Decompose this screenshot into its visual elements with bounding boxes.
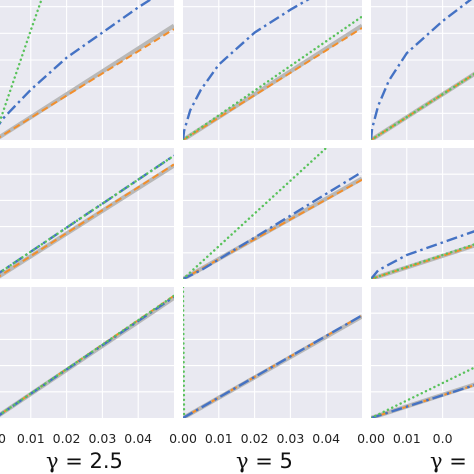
gridlines [371, 0, 474, 140]
orange-dashed-line [371, 73, 474, 140]
orange-dashed-line [0, 163, 174, 277]
gamma-value: = 1 [443, 449, 474, 473]
gamma-value: = 5 [249, 449, 293, 473]
blue-dashdot-line [371, 0, 473, 140]
x-tick-labels: 00 0.01 0.02 0.03 0.04 0.00 0.01 0.02 0.03 0.04 0.… [0, 431, 453, 446]
green-dotted-line [0, 0, 43, 125]
blue-dashdot-line [371, 230, 474, 279]
column-label-gamma-5: γ = 5 [236, 449, 293, 473]
series-group [183, 148, 362, 279]
column-label-gamma-1: γ = 1 [430, 449, 474, 473]
green-dotted-line [0, 294, 174, 417]
gamma-symbol: γ [430, 449, 443, 473]
series-group [371, 0, 474, 140]
orange-dashed-line [183, 178, 362, 279]
panel-background [183, 0, 362, 140]
blue-dashdot-line [183, 170, 362, 279]
series-group [0, 294, 174, 418]
gridlines [371, 148, 474, 279]
blue-dashdot-line [0, 0, 153, 126]
panel-r1-c1 [183, 148, 362, 279]
series-group [371, 230, 474, 279]
series-group [183, 0, 362, 140]
x-tick-label: 0.0 [433, 431, 453, 446]
orange-dashed-line [183, 27, 362, 140]
column-label-gamma-2-5: γ = 2.5 [46, 449, 123, 473]
blue-dashdot-line [183, 0, 310, 140]
x-tick-label: 0.04 [312, 431, 340, 446]
series-group [0, 154, 174, 279]
x-tick-label: 0.01 [205, 431, 233, 446]
green-dotted-line [371, 366, 474, 418]
panel-background [371, 148, 474, 279]
x-tick-label: 0.03 [88, 431, 116, 446]
x-tick-label: 00 [0, 431, 6, 446]
green-dotted-line [183, 148, 328, 279]
panel-grid [0, 0, 474, 418]
gamma-value: = 2.5 [59, 449, 123, 473]
panel-r1-c2 [371, 148, 474, 279]
x-tick-label: 0.01 [17, 431, 45, 446]
panel-r2-c0 [0, 287, 174, 418]
panel-r2-c1 [183, 287, 362, 418]
x-tick-label: 0.01 [393, 431, 421, 446]
gamma-symbol: γ [46, 449, 59, 473]
green-dotted-line [0, 154, 174, 274]
panel-r0-c2 [371, 0, 474, 140]
gridlines [183, 148, 362, 279]
x-tick-label: 0.03 [276, 431, 304, 446]
gridlines [183, 287, 362, 418]
gridlines [183, 0, 362, 140]
panel-background [183, 287, 362, 418]
x-tick-label: 0.02 [53, 431, 81, 446]
panel-background [183, 148, 362, 279]
series-group [371, 366, 474, 418]
green-dotted-line [183, 287, 186, 418]
panel-r0-c1 [183, 0, 362, 140]
panel-r1-c0 [0, 148, 174, 279]
x-tick-label: 0.00 [357, 431, 385, 446]
x-tick-label: 0.00 [169, 431, 197, 446]
series-group [183, 287, 362, 418]
orange-dashed-line [0, 28, 174, 139]
panel-r2-c2 [371, 287, 474, 418]
green-dotted-line [183, 15, 362, 140]
panel-background [371, 287, 474, 418]
gridlines [0, 287, 174, 418]
x-tick-label: 0.02 [241, 431, 269, 446]
blue-dashdot-line [183, 314, 362, 418]
panel-background [371, 0, 474, 140]
x-tick-label: 0.04 [124, 431, 152, 446]
panel-r0-c0 [0, 0, 174, 140]
green-dotted-line [371, 243, 474, 279]
gridlines [0, 0, 174, 140]
blue-dashdot-line [371, 384, 474, 418]
gamma-symbol: γ [236, 449, 249, 473]
series-group [0, 0, 174, 140]
